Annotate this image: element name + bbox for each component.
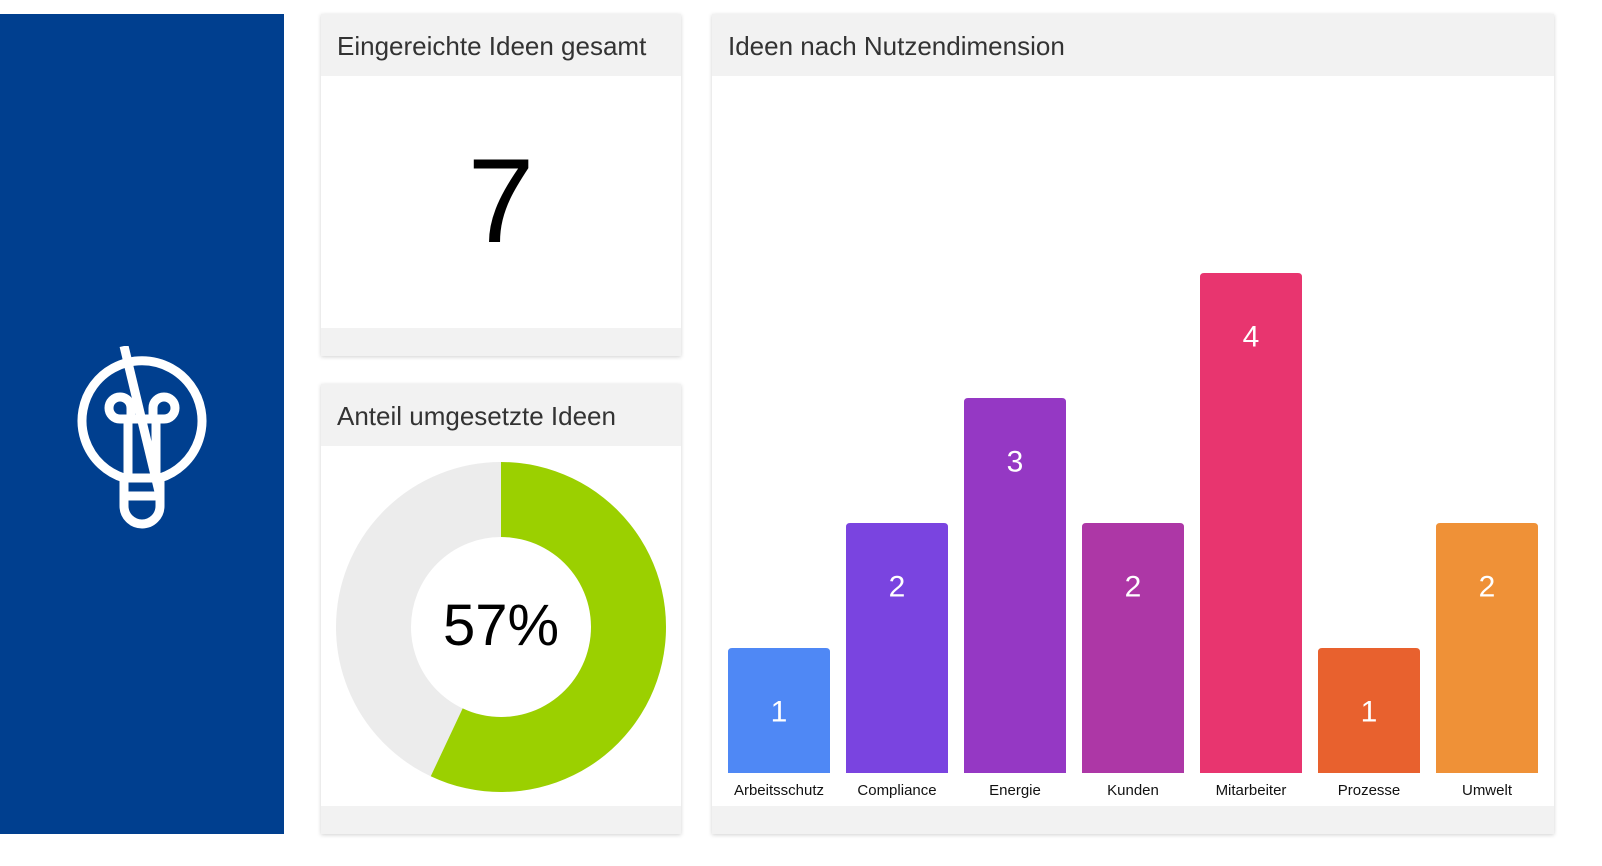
bar-umwelt — [1436, 523, 1538, 773]
bar-value-label: 2 — [1125, 571, 1142, 604]
donut-chart — [336, 462, 666, 792]
x-tick-label: Umwelt — [1462, 782, 1513, 799]
bar-energie — [964, 398, 1066, 773]
sidebar-banner — [0, 14, 284, 834]
card-footer — [321, 806, 681, 834]
lightbulb-icon — [77, 346, 207, 529]
implemented-share-card: Anteil umgesetzte Ideen 57% — [321, 384, 681, 834]
ideas-by-dimension-card: Ideen nach Nutzendimension 1 Arbeitsschut… — [712, 14, 1554, 834]
card-title: Eingereichte Ideen gesamt — [321, 14, 681, 76]
bar-value-label: 2 — [1479, 571, 1496, 604]
bar-compliance — [846, 523, 948, 773]
donut-implemented-slice — [430, 462, 666, 792]
x-tick-label: Prozesse — [1338, 782, 1401, 799]
x-tick-label: Mitarbeiter — [1216, 782, 1287, 799]
bar-value-label: 1 — [771, 696, 788, 729]
card-footer — [321, 328, 681, 356]
share-value: 57% — [442, 593, 560, 658]
bar-value-label: 4 — [1243, 321, 1260, 354]
x-tick-label: Kunden — [1107, 782, 1159, 799]
bar-value-label: 1 — [1361, 696, 1378, 729]
bar-prozesse — [1318, 648, 1420, 773]
x-tick-label: Compliance — [857, 782, 936, 799]
bar-mitarbeiter — [1200, 273, 1302, 773]
card-title: Anteil umgesetzte Ideen — [321, 384, 681, 446]
bar-value-label: 3 — [1007, 446, 1024, 479]
bar-arbeitsschutz — [728, 648, 830, 773]
bar-value-label: 2 — [889, 571, 906, 604]
card-title: Ideen nach Nutzendimension — [712, 14, 1554, 76]
bar-kunden — [1082, 523, 1184, 773]
total-ideas-card: Eingereichte Ideen gesamt 7 — [321, 14, 681, 356]
x-tick-label: Energie — [989, 782, 1041, 799]
card-footer — [712, 806, 1554, 834]
total-ideas-value: 7 — [467, 134, 535, 268]
x-tick-label: Arbeitsschutz — [734, 782, 824, 799]
bar-chart: 1 Arbeitsschutz 2 Compliance 3 Energie 2 Kunden… — [728, 273, 1538, 799]
